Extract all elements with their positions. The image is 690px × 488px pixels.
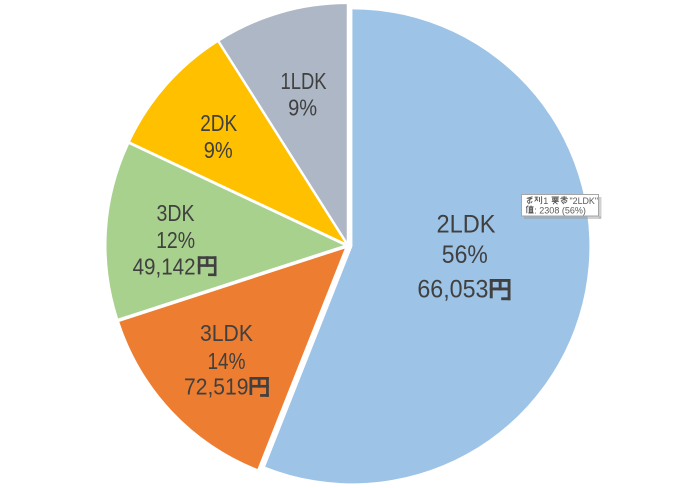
svg-text:2DK: 2DK <box>200 110 238 136</box>
svg-text:9%: 9% <box>288 94 317 120</box>
svg-text:"2LDK": "2LDK" <box>570 196 599 206</box>
svg-text:49,142: 49,142 <box>133 254 196 280</box>
svg-text:14%: 14% <box>208 348 246 374</box>
svg-text:3LDK: 3LDK <box>200 320 254 346</box>
svg-text:72,519: 72,519 <box>184 374 249 400</box>
svg-text:: 2308 (56%): : 2308 (56%) <box>534 206 586 216</box>
svg-text:12%: 12% <box>156 227 195 253</box>
svg-text:1LDK: 1LDK <box>281 68 328 94</box>
svg-text:9%: 9% <box>204 137 233 163</box>
svg-text:2LDK: 2LDK <box>437 211 496 239</box>
svg-text:1: 1 <box>543 196 548 206</box>
svg-text:3DK: 3DK <box>157 200 196 226</box>
svg-text:66,053: 66,053 <box>417 276 488 304</box>
svg-text:56%: 56% <box>442 241 488 269</box>
